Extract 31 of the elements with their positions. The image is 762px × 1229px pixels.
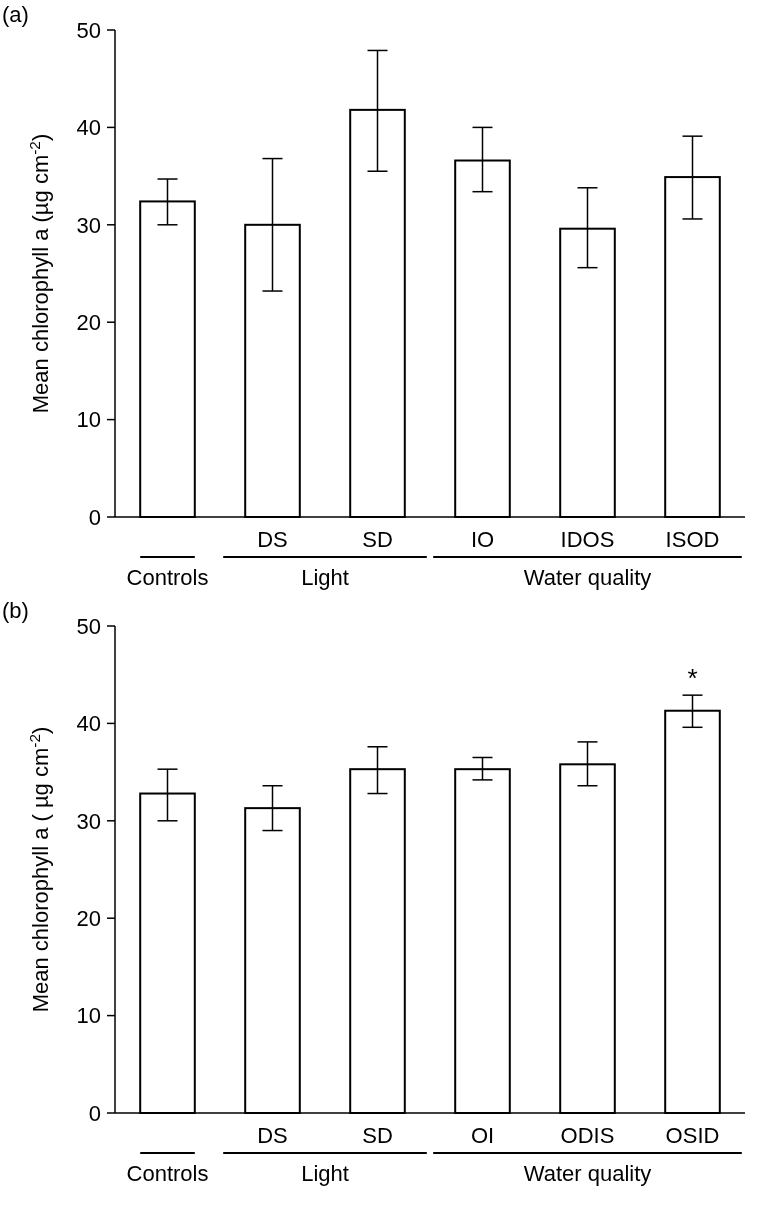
x-tick-label: IDOS xyxy=(560,527,615,552)
y-tick-label: 10 xyxy=(76,1003,101,1029)
chart-title: (a) xyxy=(2,2,29,27)
y-tick-label: 0 xyxy=(88,1100,101,1126)
x-tick-label: DS xyxy=(257,1123,288,1148)
x-tick-label: IO xyxy=(470,527,495,552)
text: Water quality xyxy=(523,1161,652,1186)
text: Water quality xyxy=(523,565,652,590)
y-tick-label: 40 xyxy=(76,711,101,737)
chart-title: (b) xyxy=(2,598,29,623)
x-tick-label: ODIS xyxy=(560,1123,615,1148)
x-tick-label: SD xyxy=(362,1123,393,1148)
annotation: * xyxy=(687,663,698,694)
y-tick-label: 50 xyxy=(76,17,101,43)
y-tick-label: 10 xyxy=(76,407,101,433)
y-tick-label: 30 xyxy=(76,808,101,834)
y-tick-label: 40 xyxy=(76,115,101,141)
y-tick-label: 0 xyxy=(88,504,101,530)
x-tick-label: OSID xyxy=(665,1123,720,1148)
y-tick-label: 50 xyxy=(76,613,101,639)
text: Controls xyxy=(126,1161,209,1186)
text: Controls xyxy=(126,565,209,590)
x-tick-label: DS xyxy=(257,527,288,552)
x-tick-label: OI xyxy=(470,1123,495,1148)
text: Light xyxy=(301,565,349,590)
x-tick-label: ISOD xyxy=(665,527,720,552)
y-tick-label: 20 xyxy=(76,905,101,931)
text: Light xyxy=(301,1161,349,1186)
y-tick-label: 30 xyxy=(76,212,101,238)
x-tick-label: SD xyxy=(362,527,393,552)
y-tick-label: 20 xyxy=(76,309,101,335)
